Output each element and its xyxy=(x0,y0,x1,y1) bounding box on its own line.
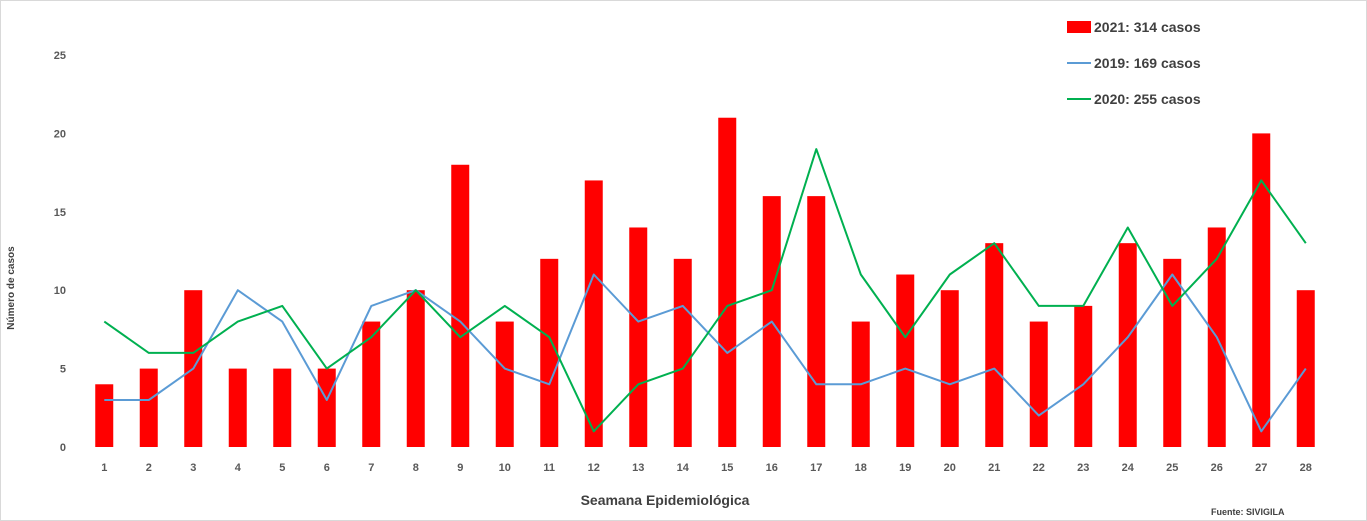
bar xyxy=(540,258,559,447)
x-tick-label: 4 xyxy=(235,462,242,474)
bar xyxy=(896,274,915,447)
bar xyxy=(940,290,959,447)
x-tick-label: 8 xyxy=(413,462,419,474)
bar xyxy=(495,321,514,447)
x-tick-label: 10 xyxy=(499,462,511,474)
bar xyxy=(273,368,292,447)
x-tick-label: 11 xyxy=(543,462,555,474)
bar xyxy=(406,290,425,447)
bar xyxy=(673,258,692,447)
line-series xyxy=(103,148,1307,433)
x-tick-label: 2 xyxy=(146,462,152,474)
x-tick-label: 7 xyxy=(368,462,374,474)
x-tick-label: 15 xyxy=(721,462,733,474)
bar xyxy=(584,180,603,447)
legend-label: 2021: 314 casos xyxy=(1094,19,1201,35)
y-tick-label: 5 xyxy=(60,364,66,376)
bar xyxy=(139,368,158,447)
legend-label: 2019: 169 casos xyxy=(1094,55,1201,71)
y-axis-title: Número de casos xyxy=(6,246,17,330)
y-tick-label: 0 xyxy=(60,442,66,454)
bar xyxy=(1029,321,1048,447)
x-tick-label: 23 xyxy=(1077,462,1089,474)
bar xyxy=(451,164,470,447)
y-tick-label: 20 xyxy=(54,128,66,140)
x-tick-label: 28 xyxy=(1300,462,1312,474)
x-tick-label: 24 xyxy=(1122,462,1135,474)
x-tick-label: 27 xyxy=(1255,462,1267,474)
bar-series xyxy=(95,117,1315,447)
x-tick-label: 13 xyxy=(632,462,644,474)
bar xyxy=(807,196,826,447)
bar xyxy=(317,368,336,447)
y-tick-label: 10 xyxy=(54,285,66,297)
x-tick-label: 14 xyxy=(677,462,690,474)
bar xyxy=(1163,258,1182,447)
legend: 2021: 314 casos 2019: 169 casos 2020: 255 … xyxy=(1067,19,1201,107)
series-line xyxy=(104,273,1307,433)
x-tick-label: 9 xyxy=(457,462,463,474)
series-line xyxy=(103,148,1307,433)
source-note: Fuente: SIVIGILA xyxy=(1211,507,1285,517)
legend-label: 2020: 255 casos xyxy=(1094,91,1201,107)
y-tick-label: 15 xyxy=(54,207,66,219)
x-axis-title: Seamana Epidemiológica xyxy=(581,492,750,508)
x-tick-label: 6 xyxy=(324,462,330,474)
bar xyxy=(228,368,247,447)
x-tick-label: 16 xyxy=(766,462,778,474)
bar xyxy=(95,384,114,447)
x-tick-label: 25 xyxy=(1166,462,1178,474)
bar xyxy=(362,321,381,447)
x-tick-label: 5 xyxy=(279,462,285,474)
x-tick-label: 12 xyxy=(588,462,600,474)
x-tick-label: 20 xyxy=(944,462,956,474)
x-tick-label: 17 xyxy=(810,462,822,474)
bar xyxy=(1074,305,1093,447)
bar xyxy=(629,227,648,447)
bar xyxy=(985,243,1004,447)
x-tick-label: 22 xyxy=(1033,462,1045,474)
x-tick-label: 26 xyxy=(1211,462,1223,474)
bar xyxy=(1118,243,1137,447)
y-axis-ticks: 0 5 10 15 20 25 xyxy=(54,50,66,454)
x-tick-label: 21 xyxy=(988,462,1000,474)
bar xyxy=(1252,133,1271,447)
y-tick-label: 25 xyxy=(54,50,66,62)
x-axis-ticks: 1 2 3 4 5 6 7 8 9 10 11 12 13 14 15 16 17 18 19 20 21 22 23 24 2… xyxy=(101,462,1312,474)
bar xyxy=(718,117,737,447)
x-tick-label: 1 xyxy=(101,462,107,474)
x-tick-label: 19 xyxy=(899,462,911,474)
x-tick-label: 18 xyxy=(855,462,867,474)
x-tick-label: 3 xyxy=(190,462,196,474)
legend-swatch xyxy=(1067,21,1091,33)
